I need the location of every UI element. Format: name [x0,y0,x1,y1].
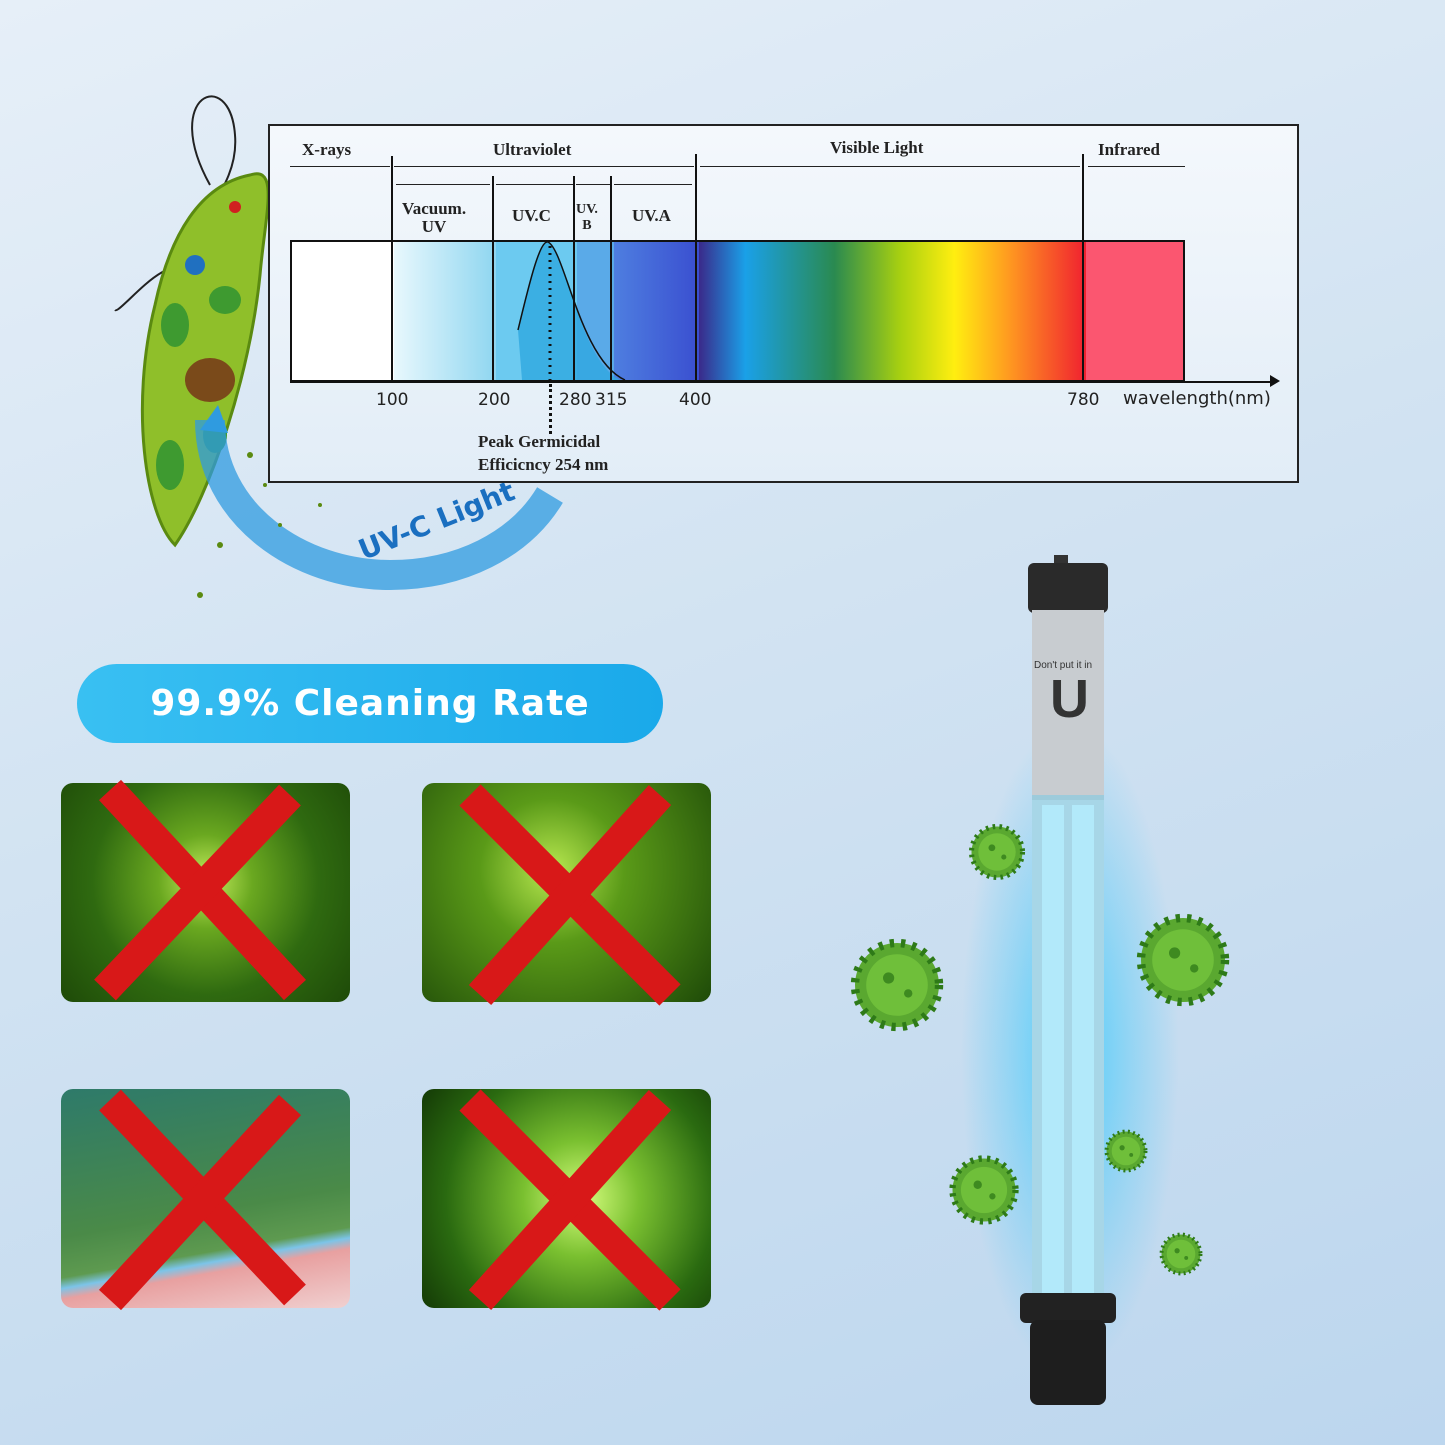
vacuum-label-2: UV [421,217,447,236]
tile-bacteria [422,783,711,1002]
virus-icon [855,943,939,1027]
xrays-label: X-rays [302,140,352,159]
uvb-label-2: B [582,218,592,233]
euglena-illustration [114,95,563,598]
germicidal-curve [517,241,626,385]
peak-note-line2: Efficicncy 254 nm [478,455,609,474]
uvc-label: UV.C [512,206,551,225]
spectrum-diagram: X-rays Ultraviolet Visible Light Infrare… [268,124,1299,483]
lamp-print-text: Don't put it in [1034,660,1093,671]
vacuum-label-1: Vacuum. [402,199,467,218]
visible-light-label: Visible Light [830,138,924,157]
tick-100: 100 [376,390,409,410]
uva-label: UV.A [632,206,671,225]
tile-virus [61,783,350,1002]
tick-200: 200 [478,390,511,410]
tick-280: 280 [559,390,592,410]
axis-label: wavelength(nm) [1123,388,1271,409]
spectrum-bar [290,240,1185,382]
tick-315: 315 [595,390,628,410]
ultraviolet-label: Ultraviolet [493,140,572,159]
infrared-label: Infrared [1098,140,1161,159]
debris [197,452,322,598]
tick-400: 400 [679,390,712,410]
cleaning-rate-badge: 99.9% Cleaning Rate [77,664,663,743]
tick-780: 780 [1067,390,1100,410]
peak-note-line1: Peak Germicidal [478,432,601,451]
uvb-label-1: UV. [576,202,598,217]
lamp-logo: U [1050,669,1089,729]
tile-microbes [422,1089,711,1308]
tile-pool-algae [61,1089,350,1308]
uv-lamp [1020,555,1116,1405]
